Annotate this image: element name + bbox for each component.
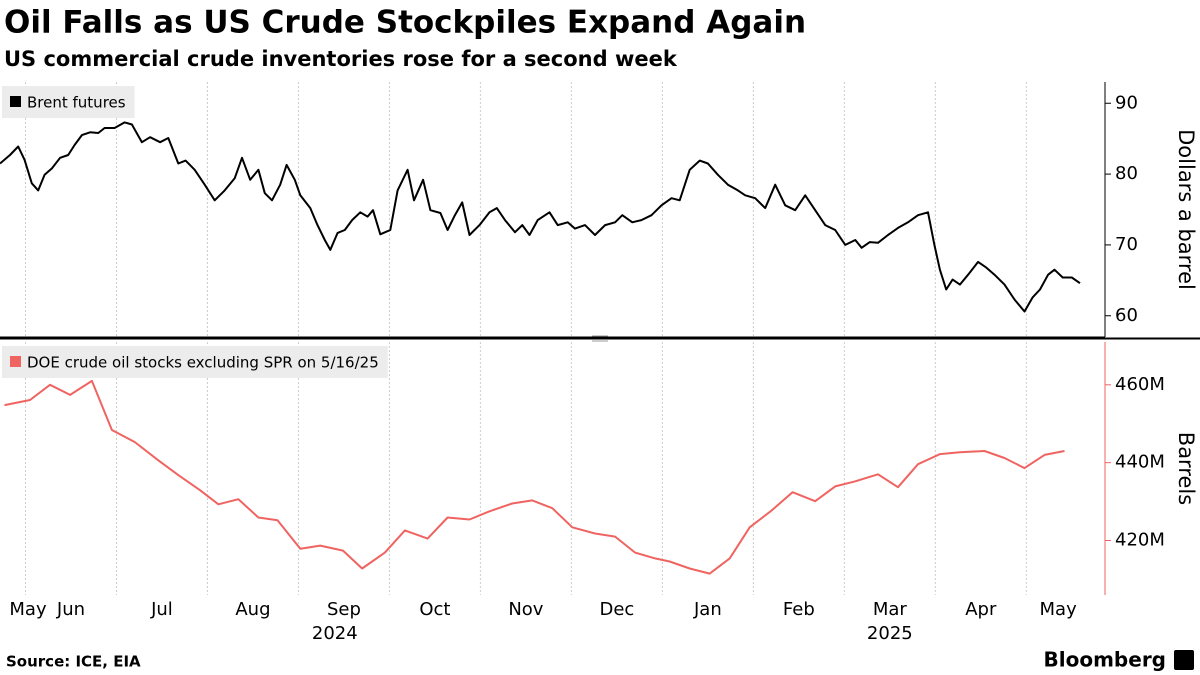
x-tick-label: Feb xyxy=(783,599,815,620)
x-tick-label: Apr xyxy=(965,599,997,620)
y-tick-label: 80 xyxy=(1115,163,1138,184)
legend-background xyxy=(2,346,388,378)
x-tick-label: Jun xyxy=(56,599,85,620)
y-tick-label: 460M xyxy=(1115,374,1165,395)
y-axis-title: Dollars a barrel xyxy=(1174,129,1198,290)
chart-title: Oil Falls as US Crude Stockpiles Expand … xyxy=(4,5,806,41)
legend-background xyxy=(2,86,135,118)
x-year-label: 2024 xyxy=(312,623,358,644)
source: Source: ICE, EIA xyxy=(6,653,141,671)
x-tick-label: Jan xyxy=(693,599,722,620)
y-tick-label: 440M xyxy=(1115,452,1165,473)
y-tick-label: 420M xyxy=(1115,530,1165,551)
legend-label: Brent futures xyxy=(27,94,126,112)
x-tick-label: Jul xyxy=(150,599,173,620)
legend-swatch xyxy=(10,96,21,107)
legend-label: DOE crude oil stocks excluding SPR on 5/… xyxy=(27,354,379,372)
x-year-label: 2025 xyxy=(867,623,913,644)
x-tick-label: Mar xyxy=(873,599,908,620)
legend-swatch xyxy=(10,356,21,367)
brand-icon xyxy=(1174,650,1194,670)
x-tick-label: Dec xyxy=(599,599,634,620)
x-tick-label: May xyxy=(1040,599,1078,620)
series-line xyxy=(4,379,1065,575)
brand: Bloomberg xyxy=(1044,648,1166,672)
x-tick-label: Aug xyxy=(235,599,270,620)
x-tick-label: Nov xyxy=(508,599,543,620)
x-tick-label: Sep xyxy=(327,599,361,620)
y-tick-label: 60 xyxy=(1115,305,1138,326)
y-axis-title: Barrels xyxy=(1174,432,1198,505)
legend: Brent futures xyxy=(2,86,135,118)
chart-subtitle: US commercial crude inventories rose for… xyxy=(4,47,678,71)
y-tick-label: 90 xyxy=(1115,92,1138,113)
legend: DOE crude oil stocks excluding SPR on 5/… xyxy=(2,346,388,378)
x-tick-label: Oct xyxy=(419,599,450,620)
y-tick-label: 70 xyxy=(1115,234,1138,255)
series-line xyxy=(0,121,1081,313)
x-tick-label: May xyxy=(9,599,47,620)
